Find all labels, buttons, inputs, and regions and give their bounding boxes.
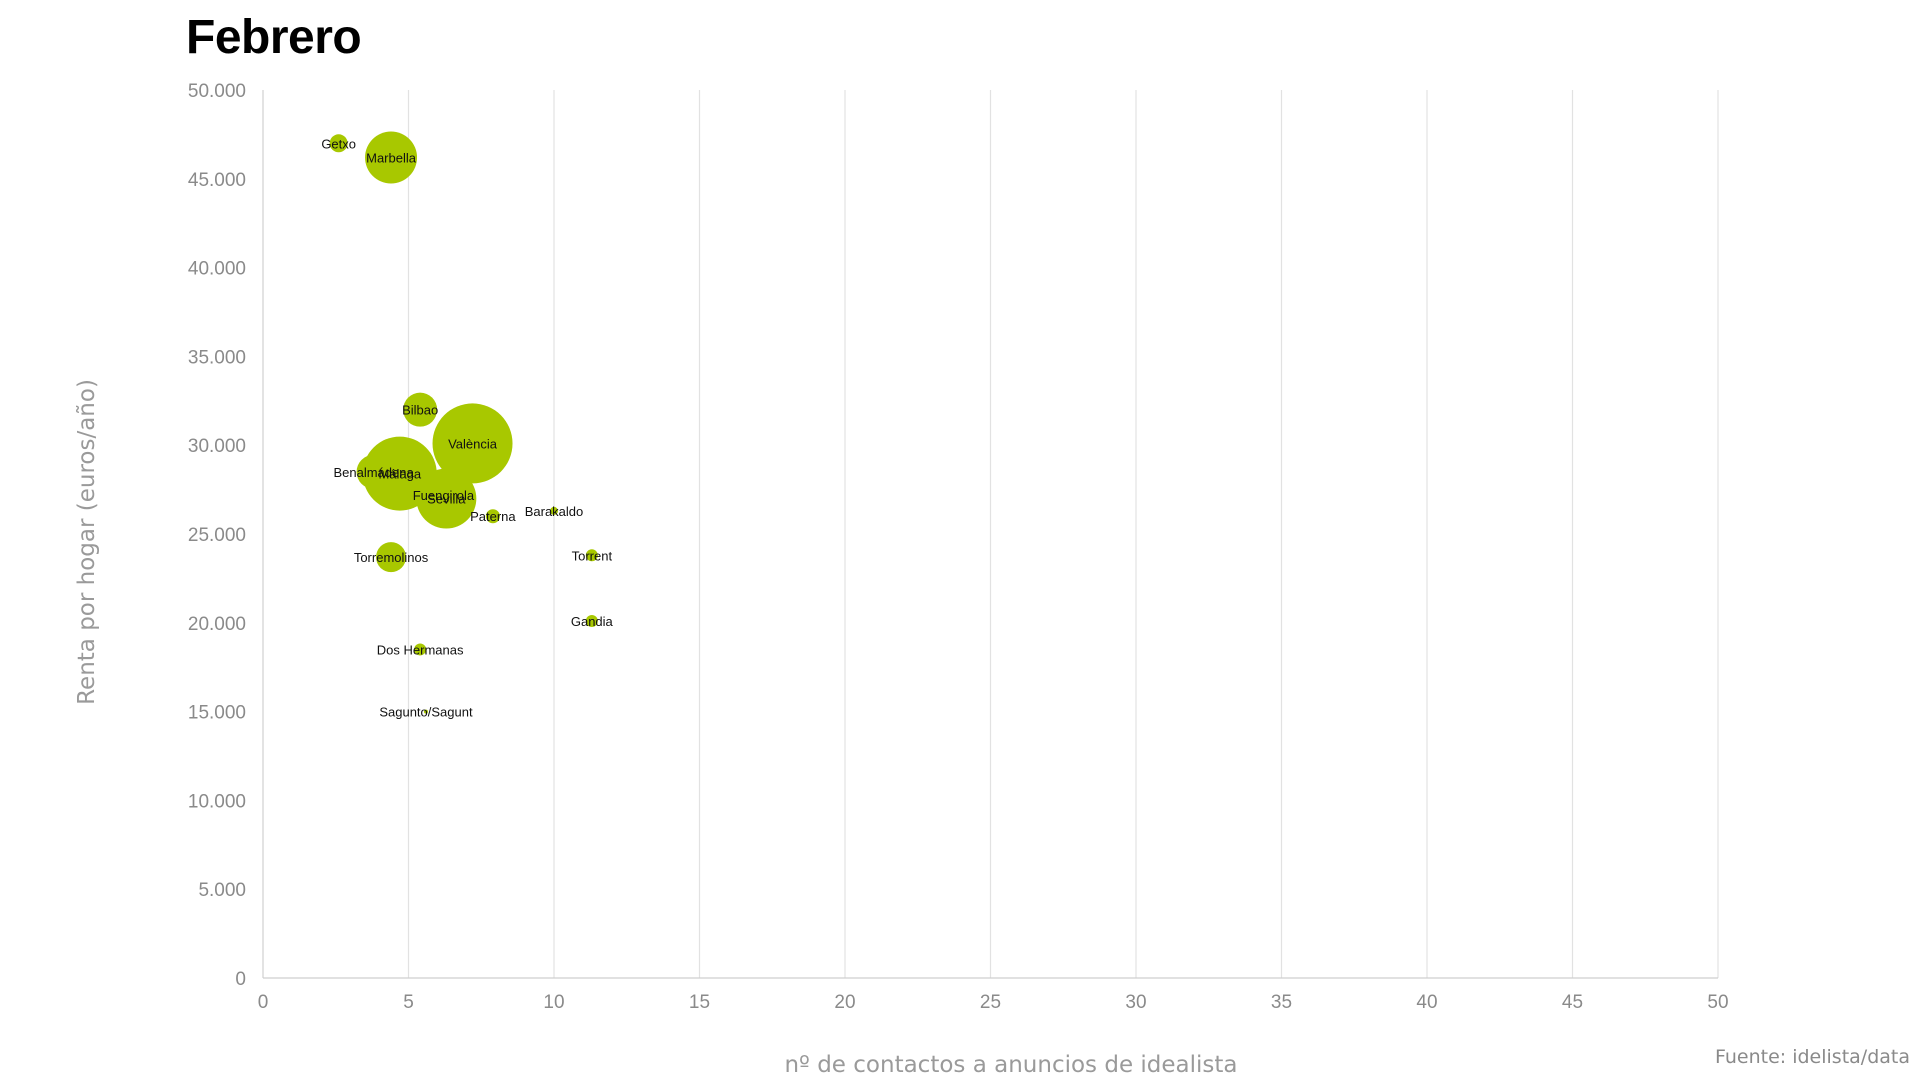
x-tick-label: 15 (689, 992, 710, 1013)
point-label: Torrent (572, 548, 613, 563)
point-label: Sagunto/Sagunt (379, 705, 473, 720)
bubble (485, 509, 500, 524)
x-tick-labels: 0 5 10 15 20 25 30 35 40 45 50 (258, 992, 1729, 1013)
x-tick-label: 40 (1416, 992, 1437, 1013)
y-tick-label: 30.000 (188, 436, 246, 457)
point-label: Barakaldo (525, 504, 584, 519)
bubble (376, 542, 407, 573)
point-label: Bilbao (402, 403, 438, 418)
bubble (433, 484, 454, 505)
y-tick-label: 25.000 (188, 525, 246, 546)
y-tick-label: 40.000 (188, 259, 246, 280)
bubble (432, 403, 513, 484)
y-tick-label: 45.000 (188, 170, 246, 191)
point-label: Gandia (571, 614, 614, 629)
point-label: Dos Hermanas (377, 642, 464, 657)
bubble (585, 615, 598, 628)
point-label: Málaga (378, 467, 421, 482)
y-tick-label: 50.000 (188, 81, 246, 102)
point-label: Fuengirola (413, 488, 475, 503)
x-tick-label: 10 (543, 992, 564, 1013)
source-note: Fuente: idelista/data (1714, 1046, 1910, 1068)
bubble (585, 549, 598, 562)
bubble (414, 643, 427, 656)
x-tick-label: 45 (1562, 992, 1583, 1013)
y-tick-label: 20.000 (188, 614, 246, 635)
chart-title: Febrero (186, 11, 362, 64)
x-axis-label: nº de contactos a anuncios de idealista (784, 1052, 1237, 1078)
x-tick-label: 0 (258, 992, 269, 1013)
bubble (550, 506, 558, 515)
x-tick-label: 20 (834, 992, 855, 1013)
y-tick-label: 35.000 (188, 347, 246, 368)
x-tick-label: 50 (1707, 992, 1728, 1013)
y-tick-label: 10.000 (188, 791, 246, 812)
bubble (329, 134, 348, 153)
point-label: Getxo (321, 136, 356, 151)
y-tick-label: 5.000 (198, 880, 246, 901)
y-axis-label: Renta por hogar (euros/año) (74, 379, 100, 705)
bubble (403, 392, 438, 427)
axes (262, 90, 1718, 979)
x-tick-label: 30 (1125, 992, 1146, 1013)
grid-lines (407, 90, 1719, 978)
x-tick-label: 35 (1271, 992, 1292, 1013)
y-tick-label: 0 (235, 969, 246, 990)
point-label: Paterna (470, 509, 516, 524)
point-label: València (448, 436, 498, 451)
bubble (423, 709, 428, 714)
point-label: Sevilla (427, 491, 466, 506)
y-tick-label: 15.000 (188, 703, 246, 724)
x-tick-label: 5 (403, 992, 414, 1013)
bubble (365, 131, 418, 184)
x-tick-label: 25 (980, 992, 1001, 1013)
point-label: Benalmádena (333, 465, 414, 480)
bubble (356, 454, 391, 489)
bubbles (329, 131, 598, 714)
point-label: Torremolinos (354, 550, 429, 565)
y-tick-labels: 0 5.000 10.000 15.000 20.000 25.000 30.000 35.0… (188, 81, 246, 990)
point-labels: Getxo Marbella Bilbao València MálagaBenalmá… (321, 136, 613, 719)
point-label: Marbella (366, 150, 417, 165)
